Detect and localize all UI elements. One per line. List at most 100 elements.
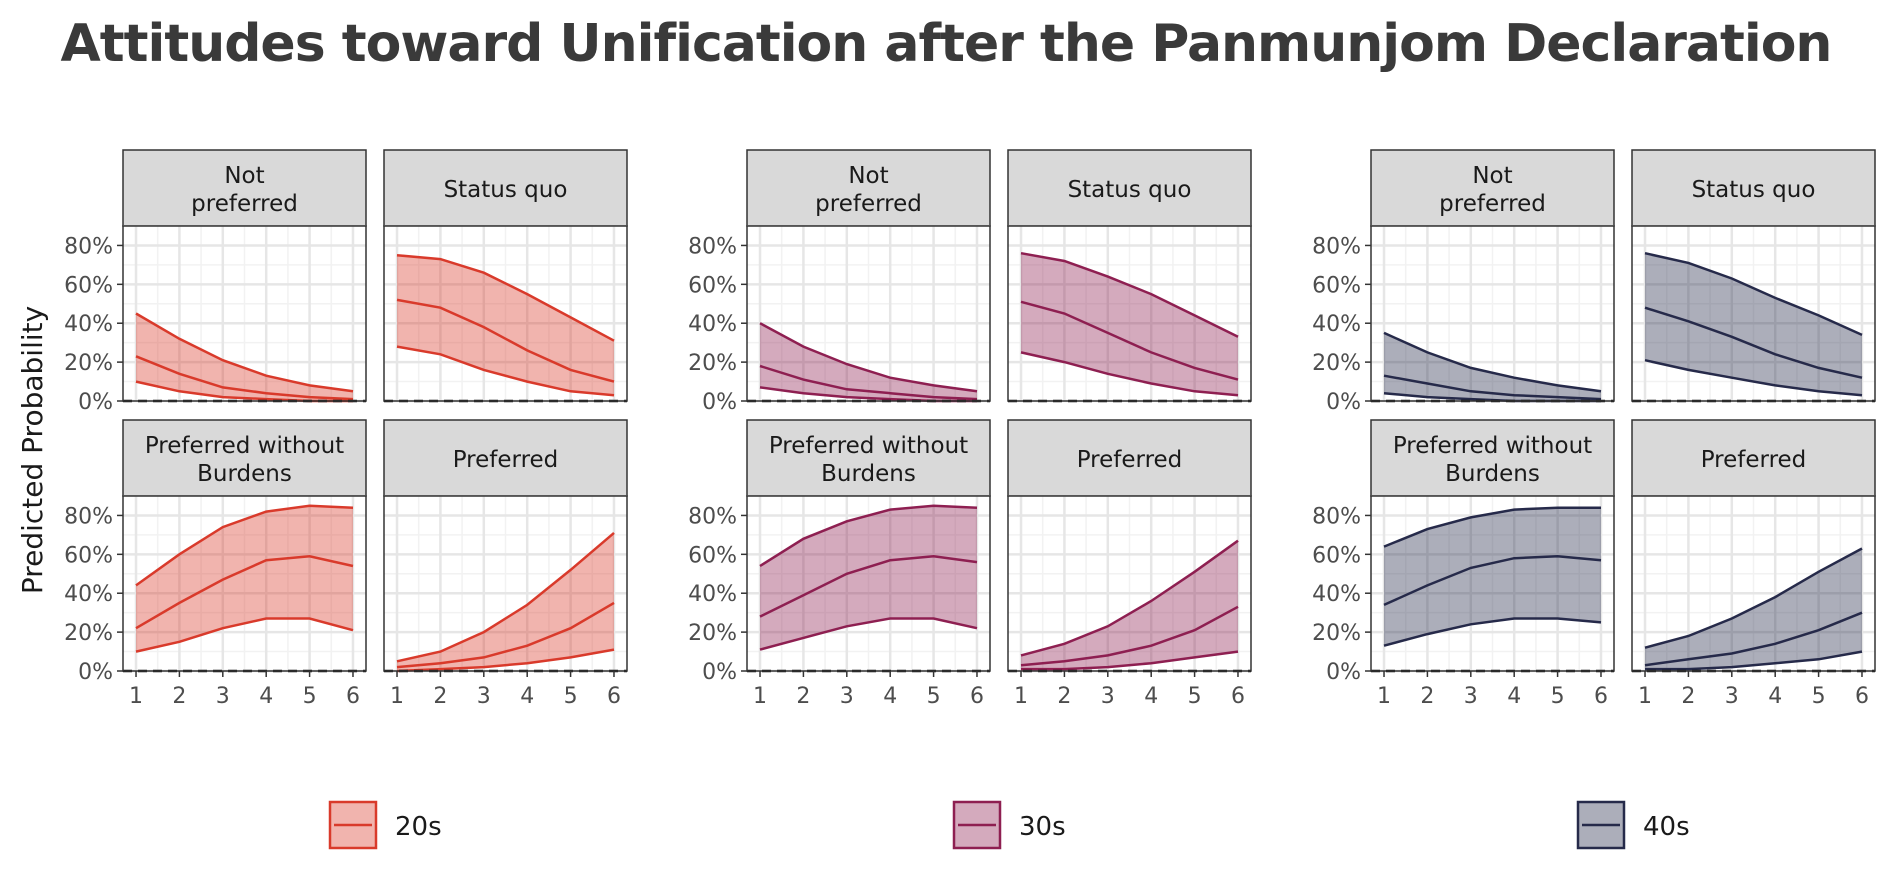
y-tick-label: 60% — [1312, 543, 1361, 568]
panel-border — [1007, 495, 1252, 672]
y-axis-label: Predicted Probability — [16, 306, 49, 594]
x-tick-label: 6 — [607, 684, 621, 709]
panel-border — [1370, 495, 1615, 672]
x-tick-label: 1 — [753, 684, 767, 709]
y-tick-label: 80% — [64, 234, 113, 259]
panel-border — [1631, 495, 1876, 672]
facet-label: preferred — [1439, 191, 1546, 217]
panel-20s-status-quo: Status quo — [383, 149, 628, 403]
lower-line — [759, 617, 978, 651]
facet-label: Status quo — [1068, 177, 1192, 203]
estimate-line — [1020, 300, 1239, 381]
legend-40s: 40s — [1576, 800, 1690, 850]
lower-line — [1021, 650, 1239, 671]
x-tick-label: 6 — [1231, 684, 1245, 709]
facet-label: Not — [1472, 163, 1512, 189]
facet-label: Preferred without — [1393, 433, 1592, 459]
x-tick-label: 5 — [927, 684, 941, 709]
facet-label: Not — [848, 163, 888, 189]
y-tick-label: 80% — [688, 504, 737, 529]
panel-border — [383, 495, 628, 672]
panel-20s-preferred: Preferred 1 2 3 4 5 6 — [383, 419, 628, 709]
upper-line — [396, 253, 615, 342]
upper-line — [1644, 547, 1863, 649]
panel-border — [122, 495, 367, 672]
y-tick-label: 80% — [688, 234, 737, 259]
y-tick-label: 0% — [1326, 390, 1361, 415]
facet-label: Preferred without — [769, 433, 968, 459]
y-tick-label: 20% — [1312, 621, 1361, 646]
panel-border — [383, 225, 628, 402]
x-tick-label: 6 — [1594, 684, 1608, 709]
x-tick-label: 3 — [840, 684, 854, 709]
facet-label: Preferred — [1701, 447, 1807, 473]
panel-border — [122, 225, 367, 402]
estimate-line — [1020, 605, 1239, 667]
estimate-line — [135, 355, 354, 401]
facet-label: Preferred without — [145, 433, 344, 459]
y-tick-label: 20% — [688, 621, 737, 646]
y-tick-label: 60% — [64, 543, 113, 568]
estimate-line — [1644, 611, 1863, 667]
y-tick-label: 20% — [1312, 351, 1361, 376]
upper-line — [759, 322, 978, 393]
y-tick-label: 40% — [1312, 582, 1361, 607]
y-tick-label: 60% — [64, 273, 113, 298]
x-tick-label: 5 — [1551, 684, 1565, 709]
confidence-band — [760, 505, 977, 650]
legend-30s: 30s — [952, 800, 1066, 850]
confidence-band — [1645, 253, 1862, 396]
x-tick-label: 4 — [259, 684, 273, 709]
y-tick-label: 0% — [78, 390, 113, 415]
upper-line — [1020, 251, 1239, 338]
x-tick-label: 3 — [1725, 684, 1739, 709]
x-tick-label: 2 — [796, 684, 810, 709]
confidence-band — [397, 532, 614, 671]
x-tick-label: 3 — [216, 684, 230, 709]
y-tick-label: 60% — [688, 543, 737, 568]
y-tick-label: 20% — [688, 351, 737, 376]
facet-label: Status quo — [444, 177, 568, 203]
y-tick-label: 80% — [1312, 504, 1361, 529]
estimate-line — [396, 298, 615, 383]
legend-label: 40s — [1643, 812, 1690, 842]
panel-border — [1631, 225, 1876, 402]
estimate-line — [1644, 306, 1863, 379]
x-tick-label: 1 — [1014, 684, 1028, 709]
confidence-band — [1021, 253, 1238, 396]
x-tick-label: 4 — [1768, 684, 1782, 709]
x-tick-label: 3 — [1101, 684, 1115, 709]
x-tick-label: 2 — [1681, 684, 1695, 709]
lower-line — [135, 617, 354, 653]
x-tick-label: 4 — [1507, 684, 1521, 709]
x-tick-label: 2 — [1057, 684, 1071, 709]
estimate-line — [1383, 555, 1602, 607]
panel-30s-status-quo: Status quo — [1007, 149, 1252, 403]
y-tick-label: 40% — [64, 582, 113, 607]
y-tick-label: 40% — [688, 312, 737, 337]
x-tick-label: 1 — [1377, 684, 1391, 709]
x-tick-label: 1 — [390, 684, 404, 709]
facet-label: Status quo — [1692, 177, 1816, 203]
lower-line — [1020, 351, 1239, 397]
panel-border — [746, 225, 991, 402]
x-tick-label: 4 — [520, 684, 534, 709]
x-tick-label: 4 — [883, 684, 897, 709]
facet-strip — [1007, 419, 1252, 497]
facet-strip — [746, 419, 991, 497]
x-tick-label: 3 — [1464, 684, 1478, 709]
x-tick-label: 4 — [1144, 684, 1158, 709]
facet-strip — [383, 419, 628, 497]
y-tick-label: 0% — [1326, 660, 1361, 685]
confidence-band — [1384, 507, 1601, 646]
estimate-line — [396, 601, 615, 669]
y-tick-label: 60% — [688, 273, 737, 298]
y-tick-label: 20% — [64, 351, 113, 376]
panel-40s-status-quo: Status quo — [1631, 149, 1876, 403]
facet-strip — [122, 419, 367, 497]
x-tick-label: 5 — [1812, 684, 1826, 709]
lower-line — [1645, 650, 1863, 671]
x-tick-label: 2 — [1420, 684, 1434, 709]
